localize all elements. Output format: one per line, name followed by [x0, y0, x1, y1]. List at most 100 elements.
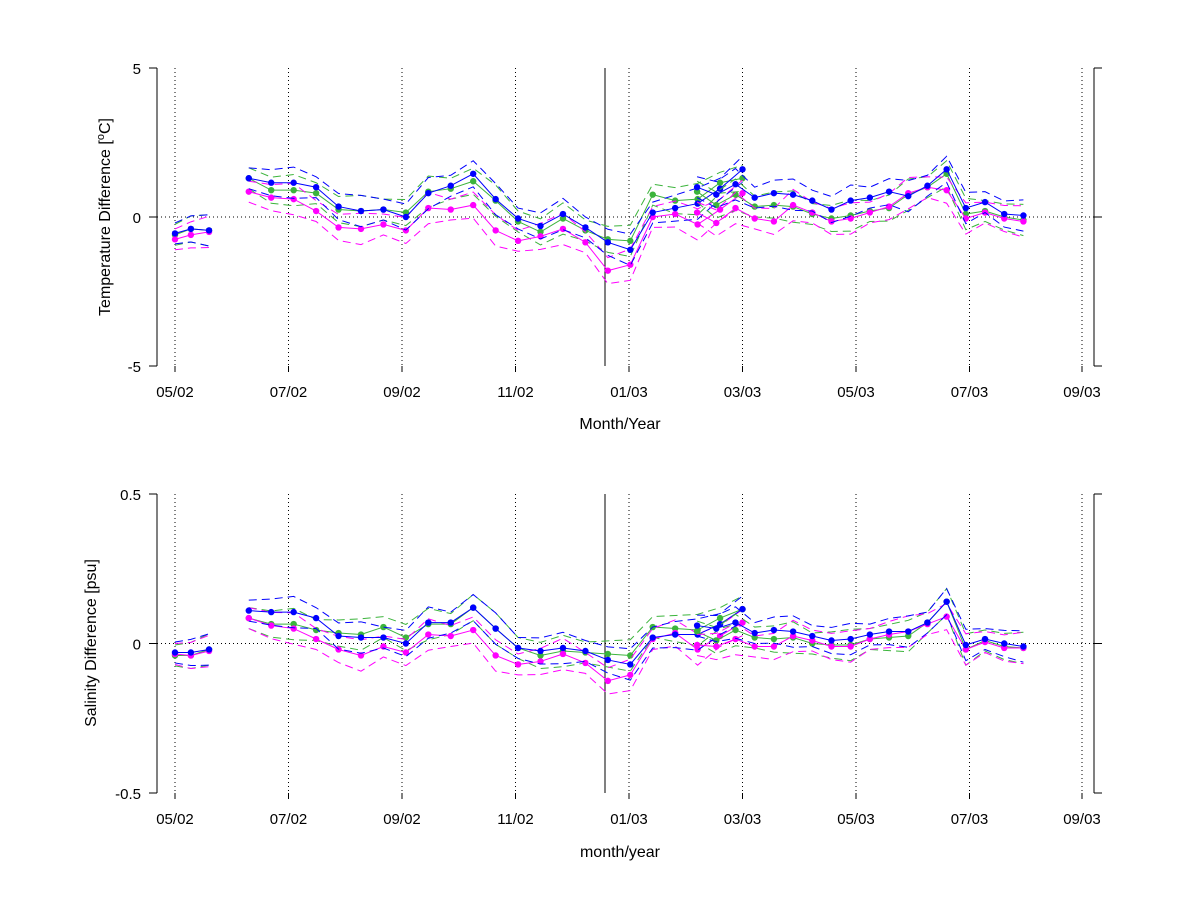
temperature-magenta-series-point — [335, 224, 342, 231]
temperature-panel: -5 0 5 05/02 07/02 09/02 11/02 01/03 03/03 05/03 0… — [128, 61, 1102, 401]
salinity-x-tick-label: 11/02 — [497, 811, 533, 828]
salinity-blue-series-point — [582, 647, 589, 655]
salinity-y-tick-label: -0.5 — [115, 786, 141, 803]
salinity-panel: -0.5 0 0.5 05/02 07/02 09/02 11/02 01/03 03/03 05… — [115, 487, 1102, 828]
temperature-magenta-series-point — [770, 218, 778, 225]
temperature-magenta-series-point — [559, 225, 567, 233]
temperature-magenta-series-point — [1020, 218, 1027, 225]
temperature-magenta-series-point — [380, 221, 387, 228]
salinity-magenta-series-point — [739, 619, 746, 626]
temperature-blue-series-point — [290, 179, 297, 186]
salinity-blue-series-point — [335, 632, 342, 640]
temperature-magenta-series-point — [187, 231, 195, 239]
salinity-blue-series-point — [828, 637, 835, 644]
salinity-blue-series-envelope — [696, 613, 1024, 663]
salinity-blue-series-envelope — [248, 593, 743, 650]
salinity-blue-series-point — [1020, 643, 1027, 650]
salinity-y-tick-label: 0 — [133, 637, 141, 654]
temperature-magenta-series-envelope — [696, 176, 1024, 211]
temperature-magenta-series-point — [885, 203, 893, 210]
temperature-magenta-series-point — [847, 215, 854, 222]
salinity-blue-series-point — [713, 625, 720, 632]
temperature-magenta-series-point — [268, 194, 275, 201]
temperature-magenta-series-point — [739, 189, 746, 197]
temperature-x-tick-label: 07/03 — [951, 384, 989, 401]
salinity-blue-series-point — [716, 620, 724, 628]
salinity-blue-series-point — [693, 622, 701, 629]
salinity-magenta-series-point — [789, 632, 797, 640]
salinity-green-series-point — [713, 637, 720, 644]
salinity-magenta-series-envelope — [248, 607, 743, 669]
temperature-blue-series-envelope — [696, 181, 1024, 232]
salinity-magenta-series-point — [732, 635, 739, 643]
salinity-blue-series-point — [847, 635, 854, 643]
temperature-blue-series-envelope — [248, 181, 743, 267]
temperature-green-series-line — [696, 173, 1024, 221]
salinity-blue-series-point — [469, 604, 477, 611]
temperature-blue-series-point — [693, 184, 701, 191]
temperature-green-series-point — [627, 237, 634, 245]
temperature-magenta-series-envelope — [174, 215, 210, 230]
salinity-x-tick-label: 07/02 — [270, 811, 308, 828]
salinity-green-series-point — [380, 623, 387, 631]
salinity-magenta-series-point — [492, 652, 499, 659]
temperature-magenta-series-point — [716, 206, 724, 213]
temperature-blue-series-envelope — [174, 241, 210, 247]
temperature-blue-series-point — [671, 204, 679, 212]
salinity-blue-series-point — [514, 644, 522, 652]
temperature-green-series-envelope — [248, 164, 743, 227]
temperature-green-series-point — [751, 203, 758, 210]
temperature-blue-series-point — [1001, 210, 1008, 218]
salinity-magenta-series-point — [828, 643, 835, 650]
temperature-blue-series-point — [649, 209, 656, 216]
temperature-y-axis-label-unit: C] — [97, 118, 114, 134]
temperature-magenta-series-point — [245, 188, 252, 195]
salinity-magenta-series-point — [943, 613, 950, 620]
salinity-x-tick-label: 09/03 — [1063, 811, 1101, 828]
salinity-magenta-series-point — [425, 631, 432, 638]
temperature-green-series-point — [649, 191, 656, 198]
temperature-magenta-series-point — [604, 267, 612, 274]
temperature-green-series-point — [732, 191, 739, 198]
salinity-blue-series-envelope — [174, 633, 210, 643]
temperature-blue-series-point — [694, 200, 701, 207]
salinity-magenta-series-point — [627, 671, 634, 679]
salinity-blue-series-point — [402, 640, 410, 647]
temperature-blue-series-point — [425, 189, 432, 197]
salinity-blue-series-point — [962, 641, 970, 649]
salinity-magenta-series-point — [514, 661, 522, 668]
salinity-blue-series-point — [604, 656, 612, 664]
salinity-blue-series-point — [447, 619, 454, 626]
salinity-green-series-envelope — [248, 593, 743, 643]
salinity-blue-series-point — [924, 619, 931, 626]
salinity-magenta-series-envelope — [248, 628, 743, 695]
salinity-blue-series-point — [905, 628, 912, 635]
salinity-magenta-series-point — [962, 646, 970, 653]
temperature-green-series-point — [713, 201, 720, 209]
temperature-green-series-envelope — [696, 186, 1024, 237]
temperature-y-tick-label: 5 — [133, 61, 141, 78]
salinity-green-series-point — [537, 652, 544, 659]
salinity-blue-series-point — [649, 634, 656, 641]
salinity-magenta-series-point — [447, 632, 454, 640]
salinity-magenta-series-point — [751, 643, 758, 650]
temperature-x-tick-label: 05/03 — [837, 384, 875, 401]
temperature-blue-series-point — [514, 215, 522, 222]
salinity-green-series-point — [770, 635, 778, 643]
temperature-blue-series-point — [924, 182, 931, 189]
salinity-magenta-series-point — [402, 649, 410, 656]
temperature-magenta-series-point — [694, 221, 701, 228]
temperature-blue-series-point — [962, 204, 970, 212]
temperature-green-series-point — [312, 189, 320, 197]
salinity-blue-series-point — [380, 634, 387, 641]
temperature-magenta-series-point — [627, 261, 634, 268]
salinity-blue-series-point — [627, 661, 634, 668]
temperature-blue-series-point — [312, 184, 320, 191]
salinity-green-series-point — [693, 628, 701, 635]
salinity-blue-series-point — [732, 619, 739, 626]
temperature-y-axis-label-superscript: o — [95, 134, 107, 140]
temperature-blue-series-point — [732, 181, 739, 188]
temperature-blue-series-point — [357, 207, 365, 215]
temperature-green-series-envelope — [696, 159, 1024, 206]
